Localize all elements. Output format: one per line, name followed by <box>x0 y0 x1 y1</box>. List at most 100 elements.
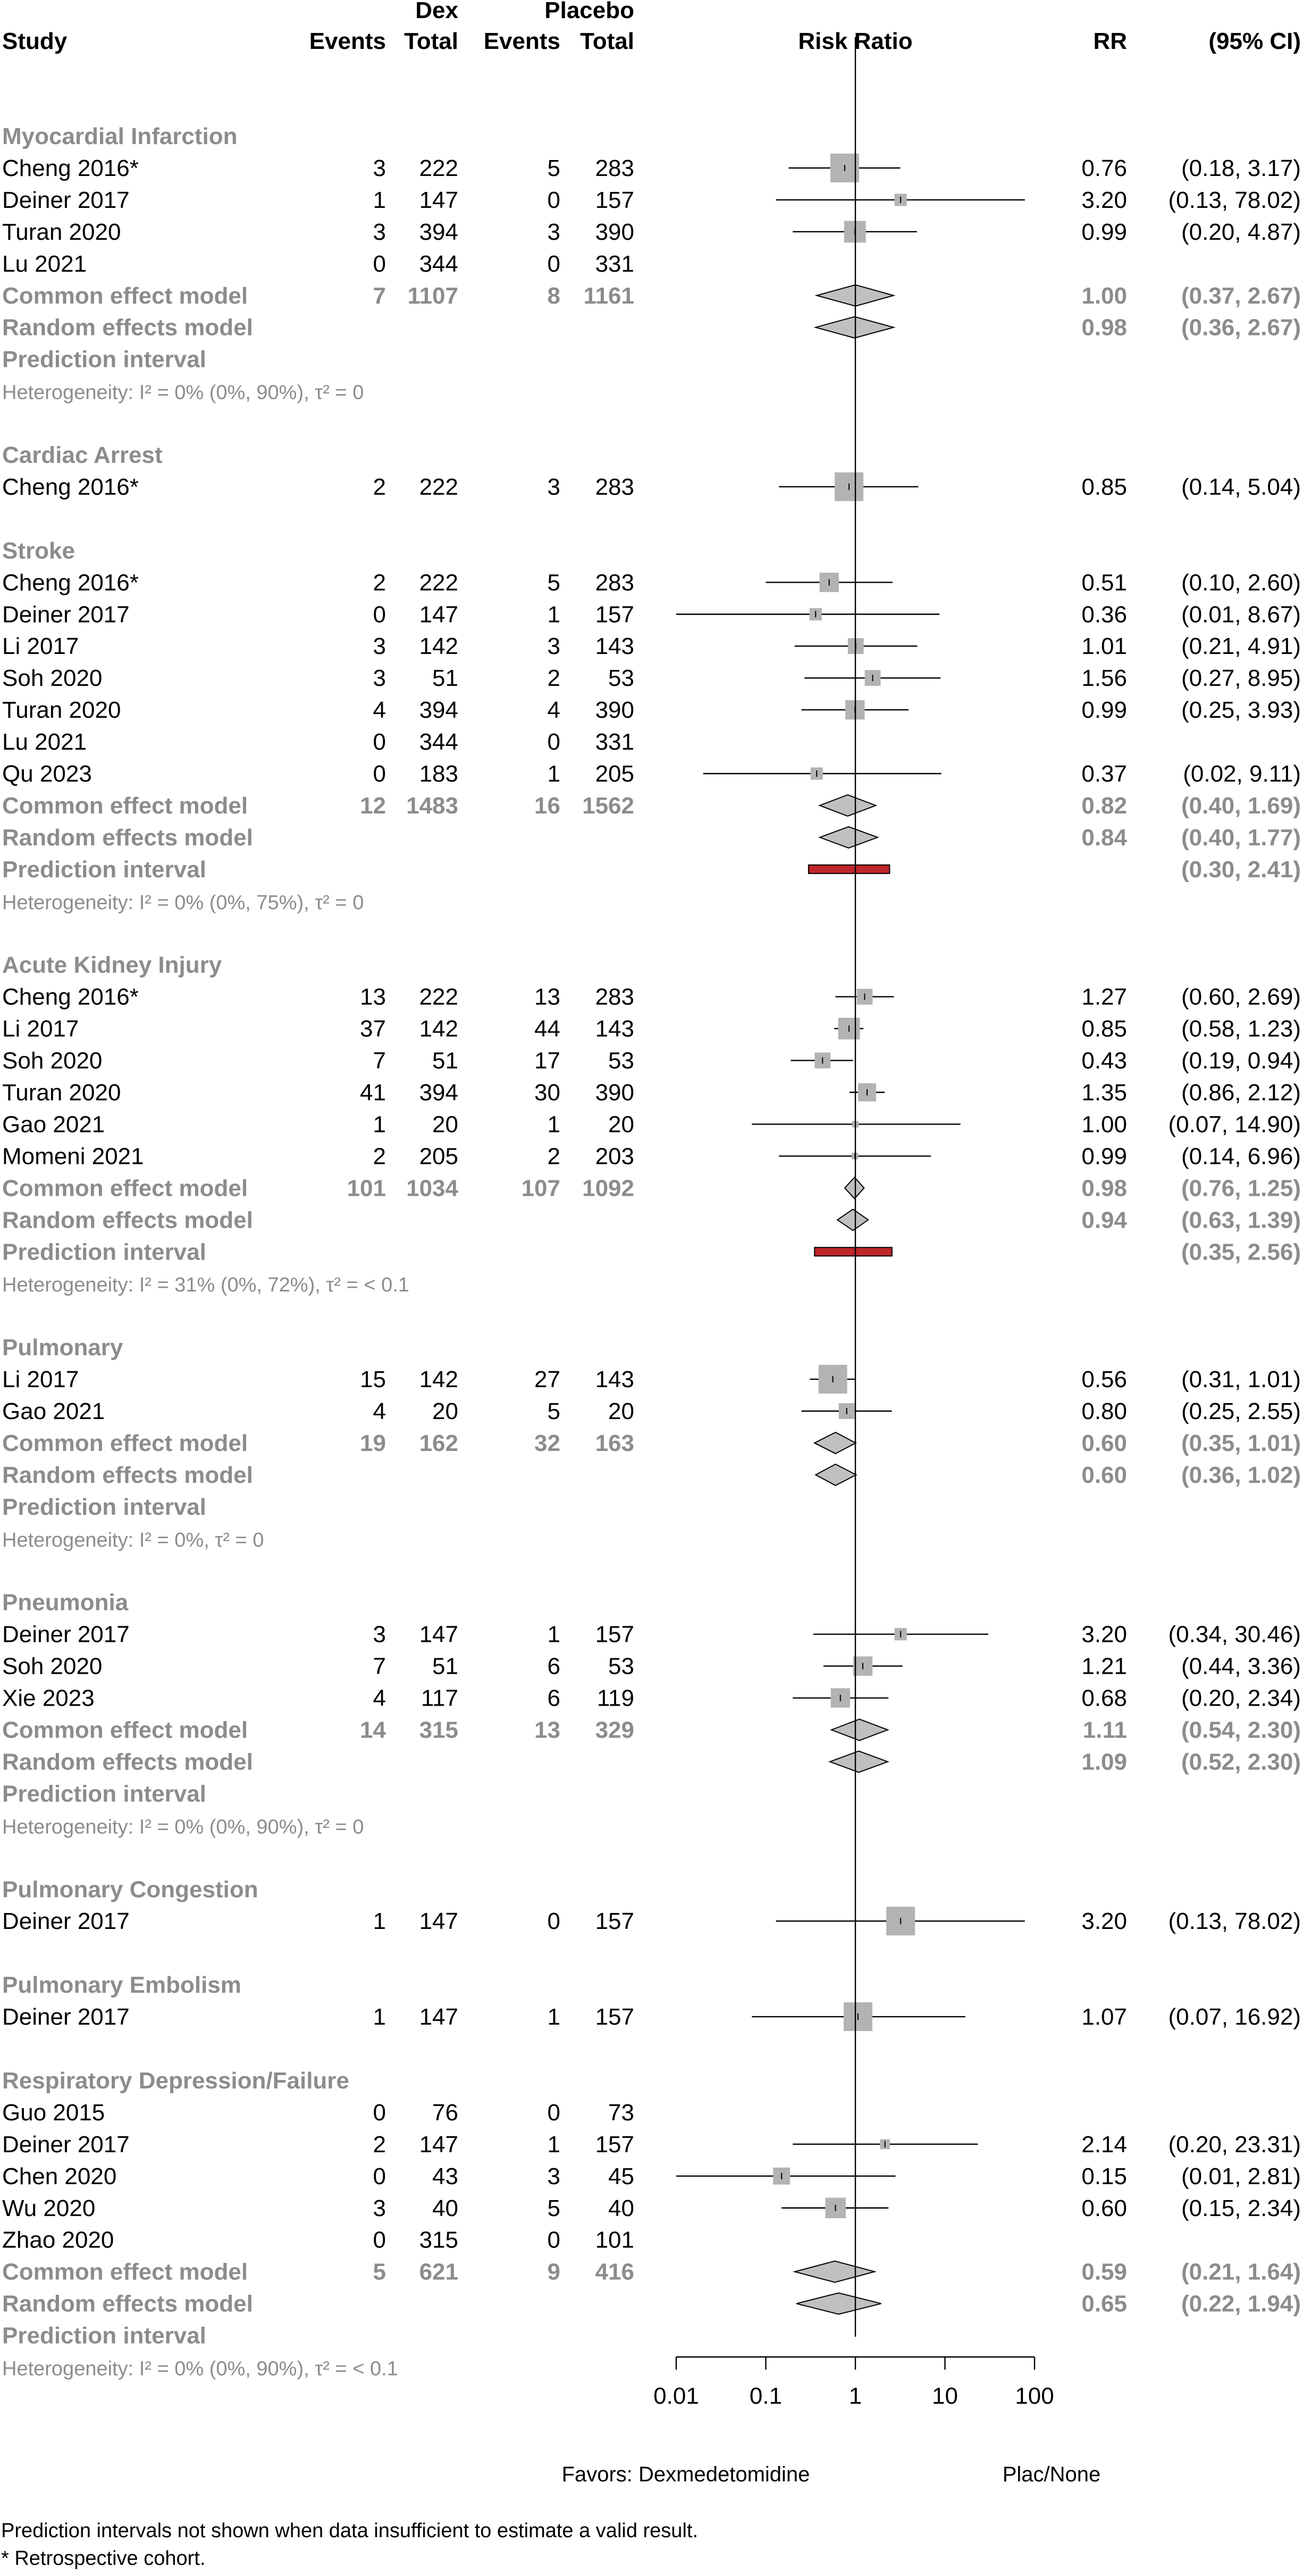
events-placebo: 1 <box>548 2132 560 2158</box>
events-dex: 2 <box>373 569 386 595</box>
rr-value: 1.07 <box>1081 2004 1127 2030</box>
total-dex-total: 1483 <box>406 793 458 819</box>
study-label: Chen 2020 <box>2 2163 116 2189</box>
header-placebo: Placebo <box>544 0 634 23</box>
study-label: Deiner 2017 <box>2 1622 130 1648</box>
total-dex-total: 621 <box>419 2259 458 2285</box>
study-label: Soh 2020 <box>2 1654 102 1680</box>
total-placebo: 283 <box>595 474 634 500</box>
total-dex: 183 <box>419 761 458 787</box>
rr-value: 0.99 <box>1081 697 1127 723</box>
events-dex: 2 <box>373 2132 386 2158</box>
subgroup-title: Stroke <box>2 538 75 564</box>
total-dex-total: 1034 <box>406 1175 458 1201</box>
events-dex: 3 <box>373 633 386 659</box>
events-dex: 1 <box>373 2004 386 2030</box>
study-label: Cheng 2016* <box>2 474 139 500</box>
total-placebo: 283 <box>595 984 634 1010</box>
subgroup-title: Pulmonary Congestion <box>2 1876 258 1902</box>
events-dex: 13 <box>360 984 386 1010</box>
rr-value: 0.85 <box>1081 1016 1127 1042</box>
total-placebo: 20 <box>608 1111 634 1137</box>
total-dex: 147 <box>419 1622 458 1648</box>
heterogeneity-text: Heterogeneity: I² = 0% (0%, 90%), τ² = 0 <box>2 1816 364 1838</box>
events-placebo: 3 <box>548 474 560 500</box>
common-effect-label: Common effect model <box>2 283 248 309</box>
total-dex: 51 <box>432 1654 458 1680</box>
study-label: Turan 2020 <box>2 697 121 723</box>
common-effect-diamond <box>844 1176 865 1199</box>
total-placebo-total: 1161 <box>584 283 634 309</box>
pooled-ci-value: (0.63, 1.39) <box>1181 1207 1301 1233</box>
x-tick-label: 1 <box>849 2383 862 2409</box>
prediction-interval-bar <box>808 864 890 874</box>
total-dex: 205 <box>419 1143 458 1169</box>
total-placebo: 53 <box>608 1048 634 1074</box>
events-placebo: 0 <box>548 2100 560 2126</box>
rr-value: 0.36 <box>1081 601 1127 627</box>
pooled-ci-value: (0.54, 2.30) <box>1181 1717 1301 1743</box>
events-dex: 1 <box>373 1908 386 1934</box>
rr-value: 0.80 <box>1081 1398 1127 1424</box>
pooled-ci-value: (0.22, 1.94) <box>1181 2291 1301 2317</box>
pooled-rr-value: 0.60 <box>1081 1430 1127 1456</box>
random-effects-diamond <box>814 1463 858 1487</box>
footnote: * Retrospective cohort. <box>1 2547 205 2570</box>
total-placebo: 45 <box>608 2163 634 2189</box>
header-study: Study <box>2 28 68 54</box>
ci-value: (0.21, 4.91) <box>1181 633 1301 659</box>
rr-value: 0.68 <box>1081 1685 1127 1711</box>
pooled-rr-value: 1.09 <box>1081 1749 1127 1775</box>
events-placebo: 1 <box>548 601 560 627</box>
ci-value: (0.07, 14.90) <box>1169 1111 1301 1137</box>
total-placebo: 143 <box>595 1016 634 1042</box>
total-dex: 394 <box>419 1080 458 1106</box>
rr-value: 3.20 <box>1081 187 1127 213</box>
total-dex: 344 <box>419 251 458 277</box>
events-dex: 0 <box>373 2100 386 2126</box>
pooled-ci-value: (0.35, 1.01) <box>1181 1430 1301 1456</box>
ci-value: (0.20, 23.31) <box>1169 2132 1301 2158</box>
events-dex: 15 <box>360 1366 386 1392</box>
total-placebo: 20 <box>608 1398 634 1424</box>
footnotes: Prediction intervals not shown when data… <box>1 2520 698 2570</box>
events-dex: 0 <box>373 251 386 277</box>
events-dex-total: 101 <box>347 1175 386 1201</box>
pooled-rr-value: 0.94 <box>1081 1207 1127 1233</box>
total-placebo: 53 <box>608 1654 634 1680</box>
pooled-rr-value: 0.59 <box>1081 2259 1127 2285</box>
study-label: Deiner 2017 <box>2 1908 130 1934</box>
pooled-ci-value: (0.76, 1.25) <box>1181 1175 1301 1201</box>
ci-value: (0.44, 3.36) <box>1181 1654 1301 1680</box>
total-dex: 142 <box>419 633 458 659</box>
total-dex: 76 <box>432 2100 458 2126</box>
common-effect-diamond <box>818 794 878 817</box>
total-placebo: 143 <box>595 1366 634 1392</box>
total-dex: 147 <box>419 187 458 213</box>
rr-value: 0.85 <box>1081 474 1127 500</box>
study-label: Soh 2020 <box>2 1048 102 1074</box>
events-dex: 2 <box>373 1143 386 1169</box>
total-dex: 20 <box>432 1398 458 1424</box>
pooled-rr-value: 0.60 <box>1081 1462 1127 1488</box>
events-placebo-total: 13 <box>534 1717 560 1743</box>
header-total-placebo: Total <box>580 28 634 54</box>
events-placebo: 0 <box>548 187 560 213</box>
total-placebo: 157 <box>595 601 634 627</box>
events-dex: 3 <box>373 665 386 691</box>
events-placebo: 17 <box>534 1048 560 1074</box>
total-dex: 222 <box>419 155 458 181</box>
ci-value: (0.60, 2.69) <box>1181 984 1301 1010</box>
total-dex: 40 <box>432 2195 458 2221</box>
events-dex: 0 <box>373 761 386 787</box>
ci-value: (0.07, 16.92) <box>1169 2004 1301 2030</box>
random-effects-diamond <box>828 1750 889 1773</box>
pooled-rr-value: 1.00 <box>1081 283 1127 309</box>
events-dex-total: 7 <box>373 283 386 309</box>
pooled-rr-value: 0.82 <box>1081 793 1127 819</box>
events-dex-total: 5 <box>373 2259 386 2285</box>
total-placebo: 157 <box>595 2132 634 2158</box>
x-tick-label: 0.01 <box>653 2383 699 2409</box>
pooled-ci-value: (0.40, 1.69) <box>1181 793 1301 819</box>
total-dex: 394 <box>419 219 458 245</box>
